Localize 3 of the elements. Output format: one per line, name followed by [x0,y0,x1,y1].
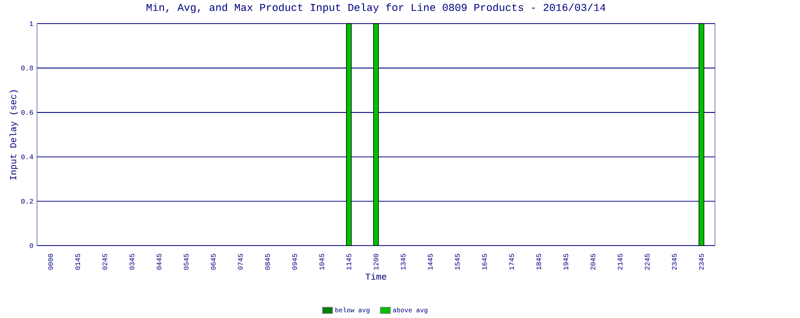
chart-title: Min, Avg, and Max Product Input Delay for Line 0809 Products - 2016/03/14 [146,3,606,14]
y-axis-title: Input Delay (sec) [10,90,18,180]
x-axis-title: Time [366,273,386,280]
